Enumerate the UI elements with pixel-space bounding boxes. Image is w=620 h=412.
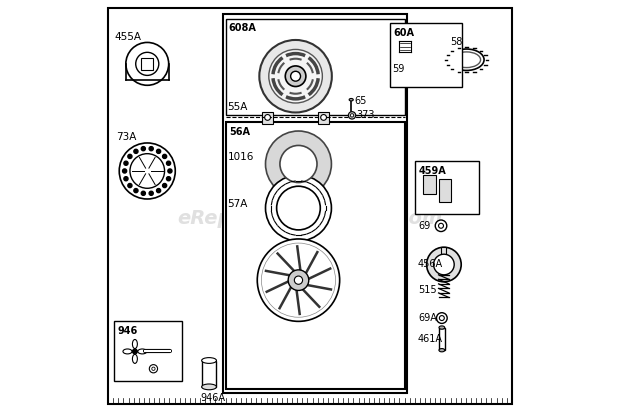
- Bar: [441, 247, 446, 255]
- Circle shape: [156, 149, 161, 153]
- Circle shape: [257, 239, 340, 321]
- Circle shape: [149, 191, 153, 195]
- Circle shape: [288, 270, 309, 290]
- Text: 373: 373: [356, 110, 374, 120]
- Text: 69: 69: [418, 221, 430, 231]
- Ellipse shape: [133, 354, 138, 363]
- Circle shape: [162, 154, 167, 159]
- Ellipse shape: [138, 349, 147, 354]
- Circle shape: [149, 147, 153, 151]
- Circle shape: [440, 316, 445, 321]
- Circle shape: [149, 365, 157, 373]
- Circle shape: [167, 161, 170, 165]
- Text: 456A: 456A: [418, 259, 443, 269]
- Circle shape: [133, 349, 138, 354]
- Ellipse shape: [453, 52, 480, 68]
- Circle shape: [348, 112, 356, 119]
- Circle shape: [156, 189, 161, 193]
- Circle shape: [438, 223, 443, 228]
- Text: 57A: 57A: [228, 199, 248, 209]
- Circle shape: [136, 52, 159, 75]
- Text: 59: 59: [392, 64, 405, 74]
- Circle shape: [134, 149, 138, 153]
- Text: 461A: 461A: [418, 334, 443, 344]
- Text: 459A: 459A: [418, 166, 446, 176]
- Text: 608A: 608A: [229, 23, 257, 33]
- Bar: [114, 321, 182, 381]
- Circle shape: [277, 186, 321, 230]
- Text: 55A: 55A: [227, 102, 247, 112]
- Ellipse shape: [202, 358, 216, 363]
- Bar: [226, 19, 405, 115]
- Text: 73A: 73A: [117, 132, 137, 142]
- Circle shape: [436, 313, 447, 323]
- Circle shape: [167, 177, 170, 181]
- Circle shape: [280, 145, 317, 183]
- Ellipse shape: [449, 49, 484, 70]
- Circle shape: [265, 115, 270, 120]
- Bar: [262, 112, 273, 124]
- Bar: [318, 112, 329, 124]
- Circle shape: [294, 276, 303, 284]
- Bar: [223, 14, 407, 393]
- Text: 65: 65: [355, 96, 367, 106]
- Bar: [415, 161, 479, 214]
- Circle shape: [134, 189, 138, 193]
- Circle shape: [119, 143, 175, 199]
- Text: 58: 58: [450, 37, 463, 47]
- Text: 946A: 946A: [200, 393, 225, 403]
- Circle shape: [285, 66, 306, 87]
- Ellipse shape: [439, 349, 445, 352]
- Circle shape: [130, 154, 164, 188]
- Circle shape: [433, 254, 454, 275]
- Circle shape: [162, 183, 167, 187]
- Circle shape: [128, 183, 132, 187]
- Text: 946: 946: [118, 326, 138, 336]
- Ellipse shape: [439, 326, 445, 329]
- Bar: [202, 360, 216, 387]
- Circle shape: [141, 147, 145, 151]
- Bar: [391, 23, 463, 87]
- Circle shape: [152, 367, 155, 370]
- Circle shape: [126, 42, 169, 85]
- Circle shape: [269, 49, 322, 103]
- Bar: [439, 328, 445, 350]
- Text: 60A: 60A: [394, 28, 415, 37]
- Ellipse shape: [133, 339, 138, 349]
- Circle shape: [265, 175, 332, 241]
- Circle shape: [265, 131, 332, 197]
- Text: eReplacementParts.com: eReplacementParts.com: [177, 209, 443, 228]
- Bar: [141, 58, 153, 70]
- Text: 515: 515: [418, 286, 436, 295]
- Text: 1016: 1016: [228, 152, 254, 162]
- Text: 69A: 69A: [418, 313, 437, 323]
- Ellipse shape: [123, 349, 132, 354]
- Circle shape: [124, 161, 128, 165]
- Text: 455A: 455A: [114, 32, 141, 42]
- Circle shape: [427, 247, 461, 282]
- Bar: [439, 179, 451, 202]
- Circle shape: [291, 71, 301, 81]
- Circle shape: [168, 169, 172, 173]
- Circle shape: [350, 114, 353, 117]
- Circle shape: [141, 191, 145, 195]
- Bar: [226, 122, 405, 389]
- Circle shape: [435, 220, 447, 232]
- Text: 56A: 56A: [229, 127, 250, 137]
- Circle shape: [321, 115, 327, 120]
- Circle shape: [128, 154, 132, 159]
- Circle shape: [124, 177, 128, 181]
- Circle shape: [123, 169, 126, 173]
- Ellipse shape: [349, 98, 353, 101]
- Circle shape: [259, 40, 332, 112]
- Bar: [423, 175, 436, 194]
- Ellipse shape: [202, 384, 216, 390]
